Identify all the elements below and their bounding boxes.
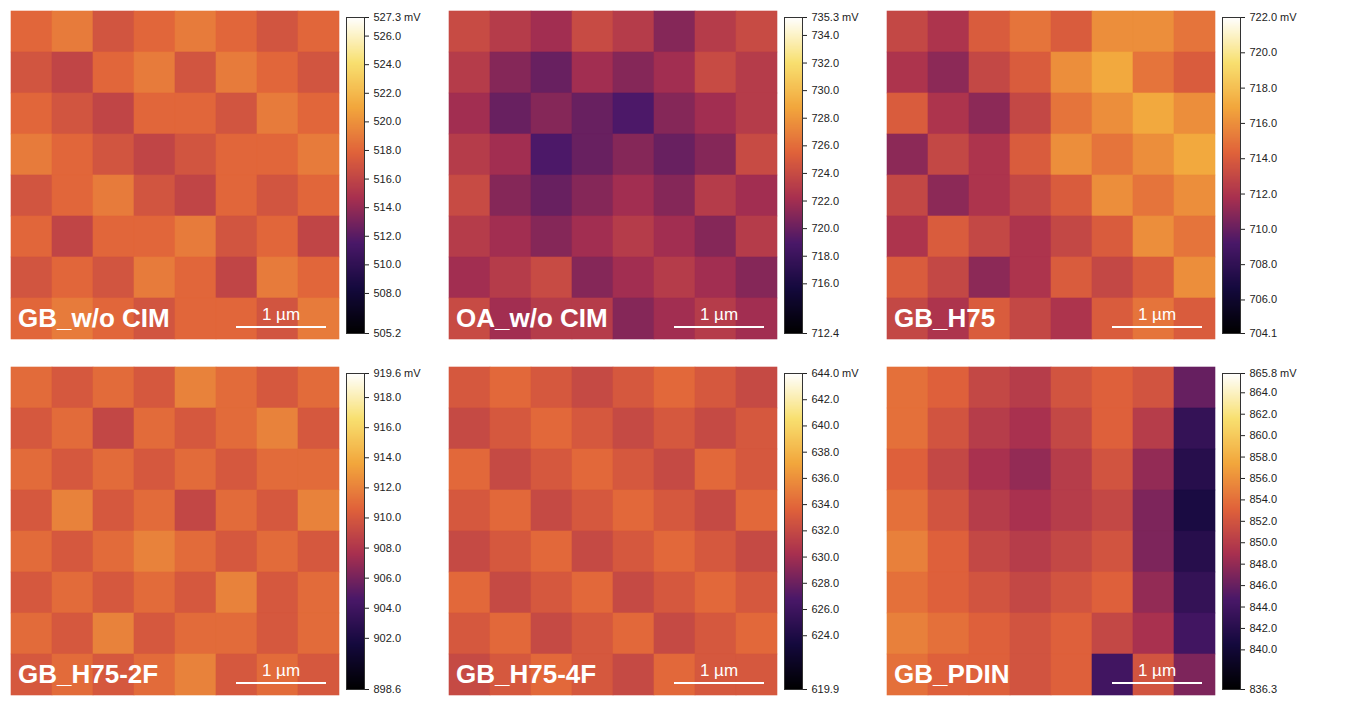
svg-text:858.0: 858.0: [1250, 451, 1278, 463]
svg-text:906.0: 906.0: [374, 572, 402, 584]
svg-text:628.0: 628.0: [812, 577, 840, 589]
svg-text:850.0: 850.0: [1250, 536, 1278, 548]
svg-text:728.0: 728.0: [812, 112, 840, 124]
svg-text:914.0: 914.0: [374, 451, 402, 463]
svg-text:734.0: 734.0: [812, 29, 840, 41]
html-text:1 µm: 1 µm: [699, 661, 739, 680]
svg-text:714.0: 714.0: [1250, 152, 1278, 164]
svg-text:730.0: 730.0: [812, 84, 840, 96]
svg-text:630.0: 630.0: [812, 551, 840, 563]
svg-text:898.6: 898.6: [374, 683, 402, 695]
svg-text:902.0: 902.0: [374, 632, 402, 644]
html-text:OA_w/o CIM: OA_w/o CIM: [456, 303, 608, 333]
svg-text:524.0: 524.0: [374, 58, 402, 70]
svg-text:904.0: 904.0: [374, 602, 402, 614]
svg-text:516.0: 516.0: [374, 173, 402, 185]
svg-text:514.0: 514.0: [374, 201, 402, 213]
svg-text:852.0: 852.0: [1250, 515, 1278, 527]
svg-text:710.0: 710.0: [1250, 223, 1278, 235]
svg-text:510.0: 510.0: [374, 258, 402, 270]
svg-text:640.0: 640.0: [812, 419, 840, 431]
svg-text:919.6 mV: 919.6 mV: [374, 367, 422, 379]
svg-text:704.1: 704.1: [1250, 327, 1278, 339]
svg-text:718.0: 718.0: [1250, 82, 1278, 94]
svg-text:644.0 mV: 644.0 mV: [812, 367, 860, 379]
svg-text:708.0: 708.0: [1250, 258, 1278, 270]
svg-text:526.0: 526.0: [374, 30, 402, 42]
svg-text:624.0: 624.0: [812, 629, 840, 641]
svg-text:856.0: 856.0: [1250, 472, 1278, 484]
svg-text:718.0: 718.0: [812, 250, 840, 262]
svg-text:862.0: 862.0: [1250, 408, 1278, 420]
svg-text:854.0: 854.0: [1250, 493, 1278, 505]
svg-text:706.0: 706.0: [1250, 293, 1278, 305]
html-text:1 µm: 1 µm: [1137, 305, 1177, 324]
svg-text:840.0: 840.0: [1250, 643, 1278, 655]
html-text:1 µm: 1 µm: [699, 305, 739, 324]
svg-text:836.3: 836.3: [1250, 683, 1278, 695]
svg-text:916.0: 916.0: [374, 421, 402, 433]
html-text:GB_H75-4F: GB_H75-4F: [456, 659, 597, 689]
svg-text:632.0: 632.0: [812, 524, 840, 536]
html-text:GB_w/o CIM: GB_w/o CIM: [18, 303, 170, 333]
svg-text:634.0: 634.0: [812, 498, 840, 510]
html-text:1 µm: 1 µm: [261, 305, 301, 324]
svg-text:638.0: 638.0: [812, 446, 840, 458]
svg-text:912.0: 912.0: [374, 481, 402, 493]
html-text:1 µm: 1 µm: [261, 661, 301, 680]
svg-text:527.3 mV: 527.3 mV: [374, 11, 422, 23]
html-text:GB_H75: GB_H75: [894, 303, 996, 333]
html-text:GB_H75-2F: GB_H75-2F: [18, 659, 159, 689]
html-text:GB_PDIN: GB_PDIN: [894, 659, 1010, 689]
svg-text:846.0: 846.0: [1250, 579, 1278, 591]
svg-text:508.0: 508.0: [374, 287, 402, 299]
svg-text:918.0: 918.0: [374, 391, 402, 403]
svg-text:732.0: 732.0: [812, 57, 840, 69]
svg-text:712.0: 712.0: [1250, 188, 1278, 200]
svg-text:844.0: 844.0: [1250, 601, 1278, 613]
svg-text:716.0: 716.0: [812, 277, 840, 289]
svg-text:642.0: 642.0: [812, 393, 840, 405]
svg-text:864.0: 864.0: [1250, 386, 1278, 398]
svg-text:636.0: 636.0: [812, 472, 840, 484]
html-text:1 µm: 1 µm: [1137, 661, 1177, 680]
svg-text:722.0: 722.0: [812, 195, 840, 207]
svg-text:720.0: 720.0: [812, 222, 840, 234]
svg-text:520.0: 520.0: [374, 115, 402, 127]
svg-text:724.0: 724.0: [812, 167, 840, 179]
svg-text:619.9: 619.9: [812, 683, 840, 695]
svg-text:860.0: 860.0: [1250, 429, 1278, 441]
svg-text:712.4: 712.4: [812, 327, 840, 339]
svg-text:726.0: 726.0: [812, 139, 840, 151]
svg-text:716.0: 716.0: [1250, 117, 1278, 129]
svg-text:626.0: 626.0: [812, 603, 840, 615]
svg-text:505.2: 505.2: [374, 327, 402, 339]
svg-text:908.0: 908.0: [374, 542, 402, 554]
svg-text:865.8 mV: 865.8 mV: [1250, 367, 1298, 379]
svg-text:848.0: 848.0: [1250, 558, 1278, 570]
svg-text:910.0: 910.0: [374, 511, 402, 523]
svg-text:522.0: 522.0: [374, 87, 402, 99]
svg-text:842.0: 842.0: [1250, 622, 1278, 634]
svg-text:720.0: 720.0: [1250, 46, 1278, 58]
svg-text:518.0: 518.0: [374, 144, 402, 156]
svg-text:512.0: 512.0: [374, 230, 402, 242]
svg-text:735.3 mV: 735.3 mV: [812, 11, 860, 23]
svg-text:722.0 mV: 722.0 mV: [1250, 11, 1298, 23]
